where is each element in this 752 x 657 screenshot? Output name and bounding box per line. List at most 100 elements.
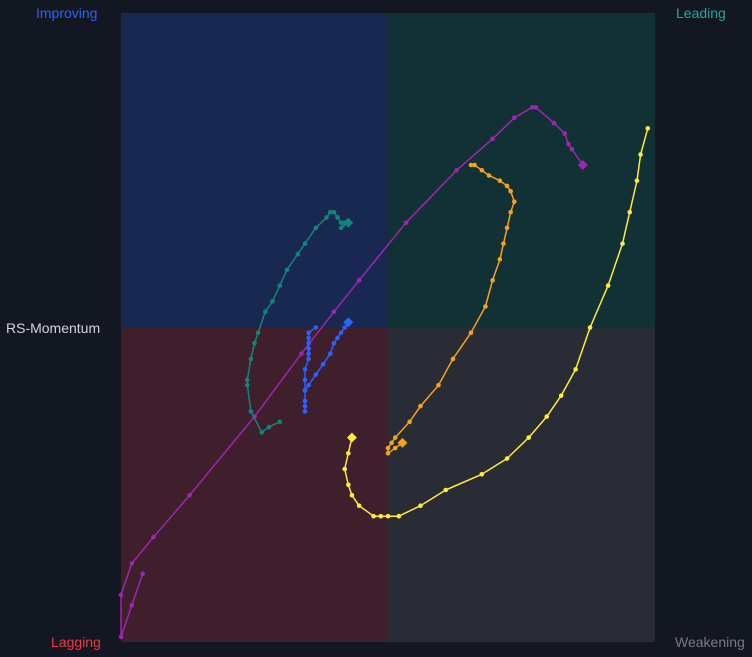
series-point: [558, 393, 564, 398]
series-point: [566, 141, 571, 147]
series-point: [302, 409, 308, 414]
series-point: [327, 209, 333, 215]
series-point: [259, 430, 265, 435]
series-point: [342, 325, 348, 330]
series-1: [118, 105, 588, 640]
series-head-marker[interactable]: [343, 317, 354, 328]
series-point: [331, 340, 337, 346]
series-point: [306, 335, 311, 341]
series-point: [299, 351, 304, 357]
quadrant-leading: [388, 13, 655, 328]
series-point: [302, 388, 308, 393]
series-point: [284, 267, 290, 273]
series-head-marker[interactable]: [346, 432, 357, 443]
series-point: [396, 513, 402, 519]
series-point: [504, 456, 510, 461]
series-point: [342, 466, 348, 472]
series-point: [605, 283, 611, 288]
series-layer: [118, 105, 651, 640]
series-point: [324, 215, 329, 220]
series-point: [468, 330, 474, 336]
series-point: [479, 471, 485, 477]
series-point: [407, 419, 412, 425]
series-point: [270, 298, 275, 304]
series-point: [468, 162, 474, 168]
series-point: [392, 445, 398, 451]
series-point: [620, 241, 625, 246]
series-point: [338, 220, 344, 225]
series-point: [551, 120, 557, 126]
series-point: [252, 340, 257, 346]
series-point: [302, 398, 308, 404]
quadrant-lagging: [121, 327, 388, 642]
series-tail-line: [120, 106, 584, 638]
series-point: [335, 335, 340, 341]
series-point: [277, 283, 283, 288]
series-point: [338, 225, 344, 231]
series-point: [371, 513, 376, 519]
quadrant-label-weakening: Weakening: [675, 634, 745, 650]
series-point: [504, 183, 510, 189]
series-head-marker[interactable]: [343, 217, 354, 228]
series-3: [302, 317, 354, 414]
series-head-marker[interactable]: [577, 160, 588, 170]
series-point: [248, 356, 254, 362]
series-point: [645, 126, 651, 131]
series-point: [302, 241, 308, 246]
series-point: [306, 330, 311, 336]
series-point: [302, 403, 308, 409]
series-point: [313, 372, 319, 377]
series-point: [530, 105, 535, 110]
series-point: [508, 188, 513, 194]
series-point: [490, 278, 495, 283]
series-point: [573, 367, 578, 372]
series-point: [302, 377, 308, 383]
series-point: [511, 115, 517, 121]
series-point: [544, 414, 550, 419]
series-point: [313, 225, 319, 231]
series-point: [277, 419, 283, 425]
series-point: [638, 152, 643, 157]
quadrant-improving: [121, 13, 388, 328]
series-point: [526, 435, 532, 440]
series-head-marker[interactable]: [397, 437, 408, 448]
series-point: [331, 209, 337, 215]
series-point: [418, 503, 423, 509]
series-point: [306, 356, 311, 362]
series-point: [129, 603, 135, 608]
quadrant-label-lagging: Lagging: [51, 634, 101, 650]
series-point: [248, 409, 254, 414]
y-axis-label: RS-Momentum: [6, 320, 101, 336]
series-point: [346, 482, 351, 488]
series-point: [392, 435, 398, 440]
series-point: [349, 492, 355, 498]
series-point: [483, 304, 488, 309]
series-point: [497, 257, 503, 262]
quadrant-weakening: [388, 327, 655, 642]
series-point: [443, 487, 449, 493]
series-point: [450, 356, 456, 362]
quadrant-label-improving: Improving: [36, 5, 98, 21]
series-4: [385, 162, 517, 456]
series-point: [187, 492, 192, 498]
series-point: [378, 513, 384, 519]
series-point: [634, 178, 640, 184]
series-point: [501, 241, 506, 246]
series-point: [472, 162, 477, 168]
series-point: [486, 173, 492, 178]
series-point: [385, 445, 391, 451]
series-point: [306, 346, 311, 351]
series-point: [490, 136, 495, 142]
series-point: [320, 361, 326, 367]
series-point: [418, 403, 423, 409]
series-point: [244, 382, 250, 388]
series-point: [508, 209, 513, 215]
series-5: [342, 126, 651, 519]
series-point: [327, 351, 333, 357]
series-point: [454, 167, 459, 173]
series-point: [497, 178, 503, 184]
series-point: [385, 451, 391, 456]
series-point: [569, 146, 575, 152]
series-point: [338, 330, 344, 336]
series-point: [627, 209, 633, 215]
